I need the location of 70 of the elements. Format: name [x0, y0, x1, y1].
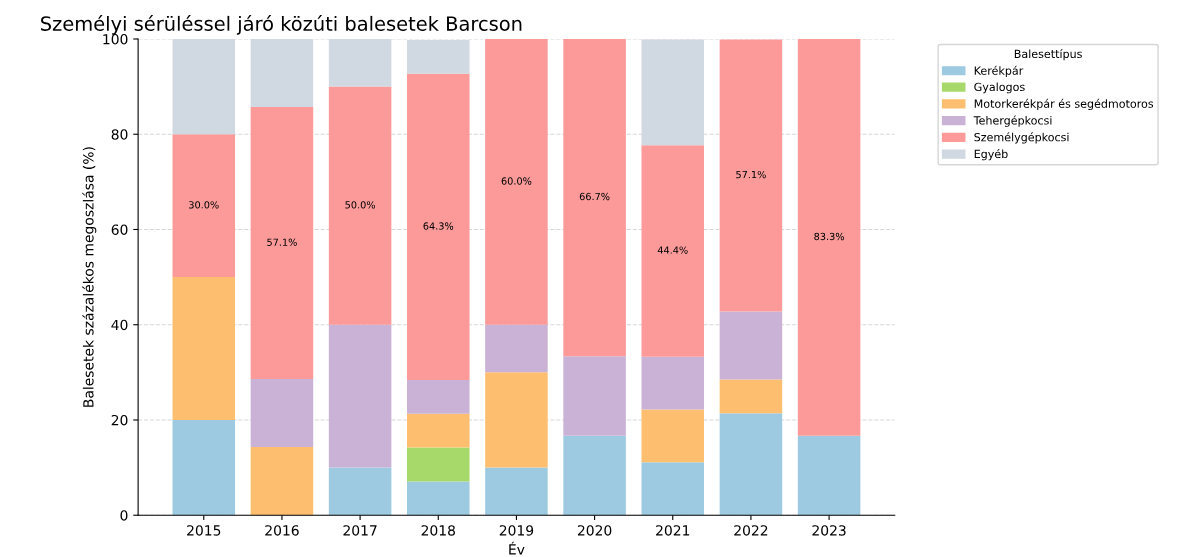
bar: [719, 413, 783, 516]
y-tick-label: 40: [111, 319, 128, 331]
y-axis-title: Balesetek százalékos megoszlása (%): [82, 147, 97, 407]
legend-label: Tehergépkocsi: [973, 115, 1052, 127]
bar: [641, 356, 705, 410]
bar: [328, 324, 392, 468]
bar: [641, 462, 705, 516]
x-axis-title: Év: [509, 541, 525, 555]
bar: [797, 38, 861, 436]
y-tick-label: 100: [103, 33, 128, 45]
bar: [250, 107, 314, 380]
bar: [719, 311, 783, 380]
bar: [563, 356, 626, 436]
bar: [172, 277, 236, 420]
data-label: 30.0%: [189, 201, 219, 209]
y-tick-label: 0: [120, 510, 128, 521]
bar: [172, 38, 236, 135]
bar: [485, 324, 548, 373]
bar: [407, 39, 470, 74]
bar: [407, 447, 470, 482]
legend-label: Személygépkocsi: [974, 132, 1069, 144]
x-tick-label: 2020: [577, 525, 612, 536]
bar: [250, 379, 314, 448]
bar: [407, 413, 470, 448]
x-tick-label: 2023: [812, 525, 846, 536]
data-label: 66.7%: [579, 192, 610, 201]
bar: [485, 467, 548, 516]
x-tick-label: 2021: [656, 525, 690, 536]
bar: [250, 447, 314, 516]
data-label: 57.1%: [267, 238, 297, 246]
data-label: 64.3%: [423, 222, 454, 230]
bar: [250, 38, 314, 108]
x-tick-label: 2016: [265, 525, 299, 536]
bar: [328, 467, 392, 516]
bar: [328, 38, 392, 87]
data-label: 60.0%: [501, 177, 532, 185]
bar: [641, 145, 705, 357]
bar: [407, 379, 470, 414]
bar: [641, 409, 705, 463]
data-label: 83.3%: [814, 232, 844, 241]
x-tick-label: 2018: [421, 525, 455, 536]
y-tick-label: 20: [111, 414, 128, 426]
x-tick-label: 2017: [343, 525, 377, 536]
bar: [719, 379, 783, 414]
bar: [172, 419, 236, 516]
legend-label: Motorkerékpár és segédmotoros: [974, 98, 1154, 110]
bar: [485, 38, 548, 325]
legend-title: Balesettípus: [1014, 48, 1082, 61]
x-tick-label: 2019: [499, 525, 534, 536]
legend-label: Gyalogos: [974, 82, 1025, 94]
y-tick-label: 60: [111, 224, 128, 235]
legend-label: Kerékpár: [974, 65, 1024, 77]
bar: [328, 86, 392, 325]
bar: [641, 39, 705, 146]
x-tick-label: 2015: [187, 525, 221, 536]
legend-label: Egyéb: [974, 149, 1008, 161]
bar: [563, 38, 626, 357]
bar: [563, 435, 626, 516]
data-label: 44.4%: [657, 246, 688, 254]
chart-title: Személyi sérüléssel járó közúti balesetek Barcson: [41, 15, 522, 35]
data-label: 50.0%: [345, 201, 376, 209]
bar: [172, 134, 236, 278]
bar: [485, 372, 548, 468]
bar: [719, 39, 783, 312]
bar: [797, 435, 861, 516]
x-tick-label: 2022: [734, 525, 768, 536]
y-tick-label: 80: [111, 129, 128, 140]
data-label: 57.1%: [736, 170, 766, 179]
bar: [407, 73, 470, 380]
bar: [407, 481, 470, 516]
